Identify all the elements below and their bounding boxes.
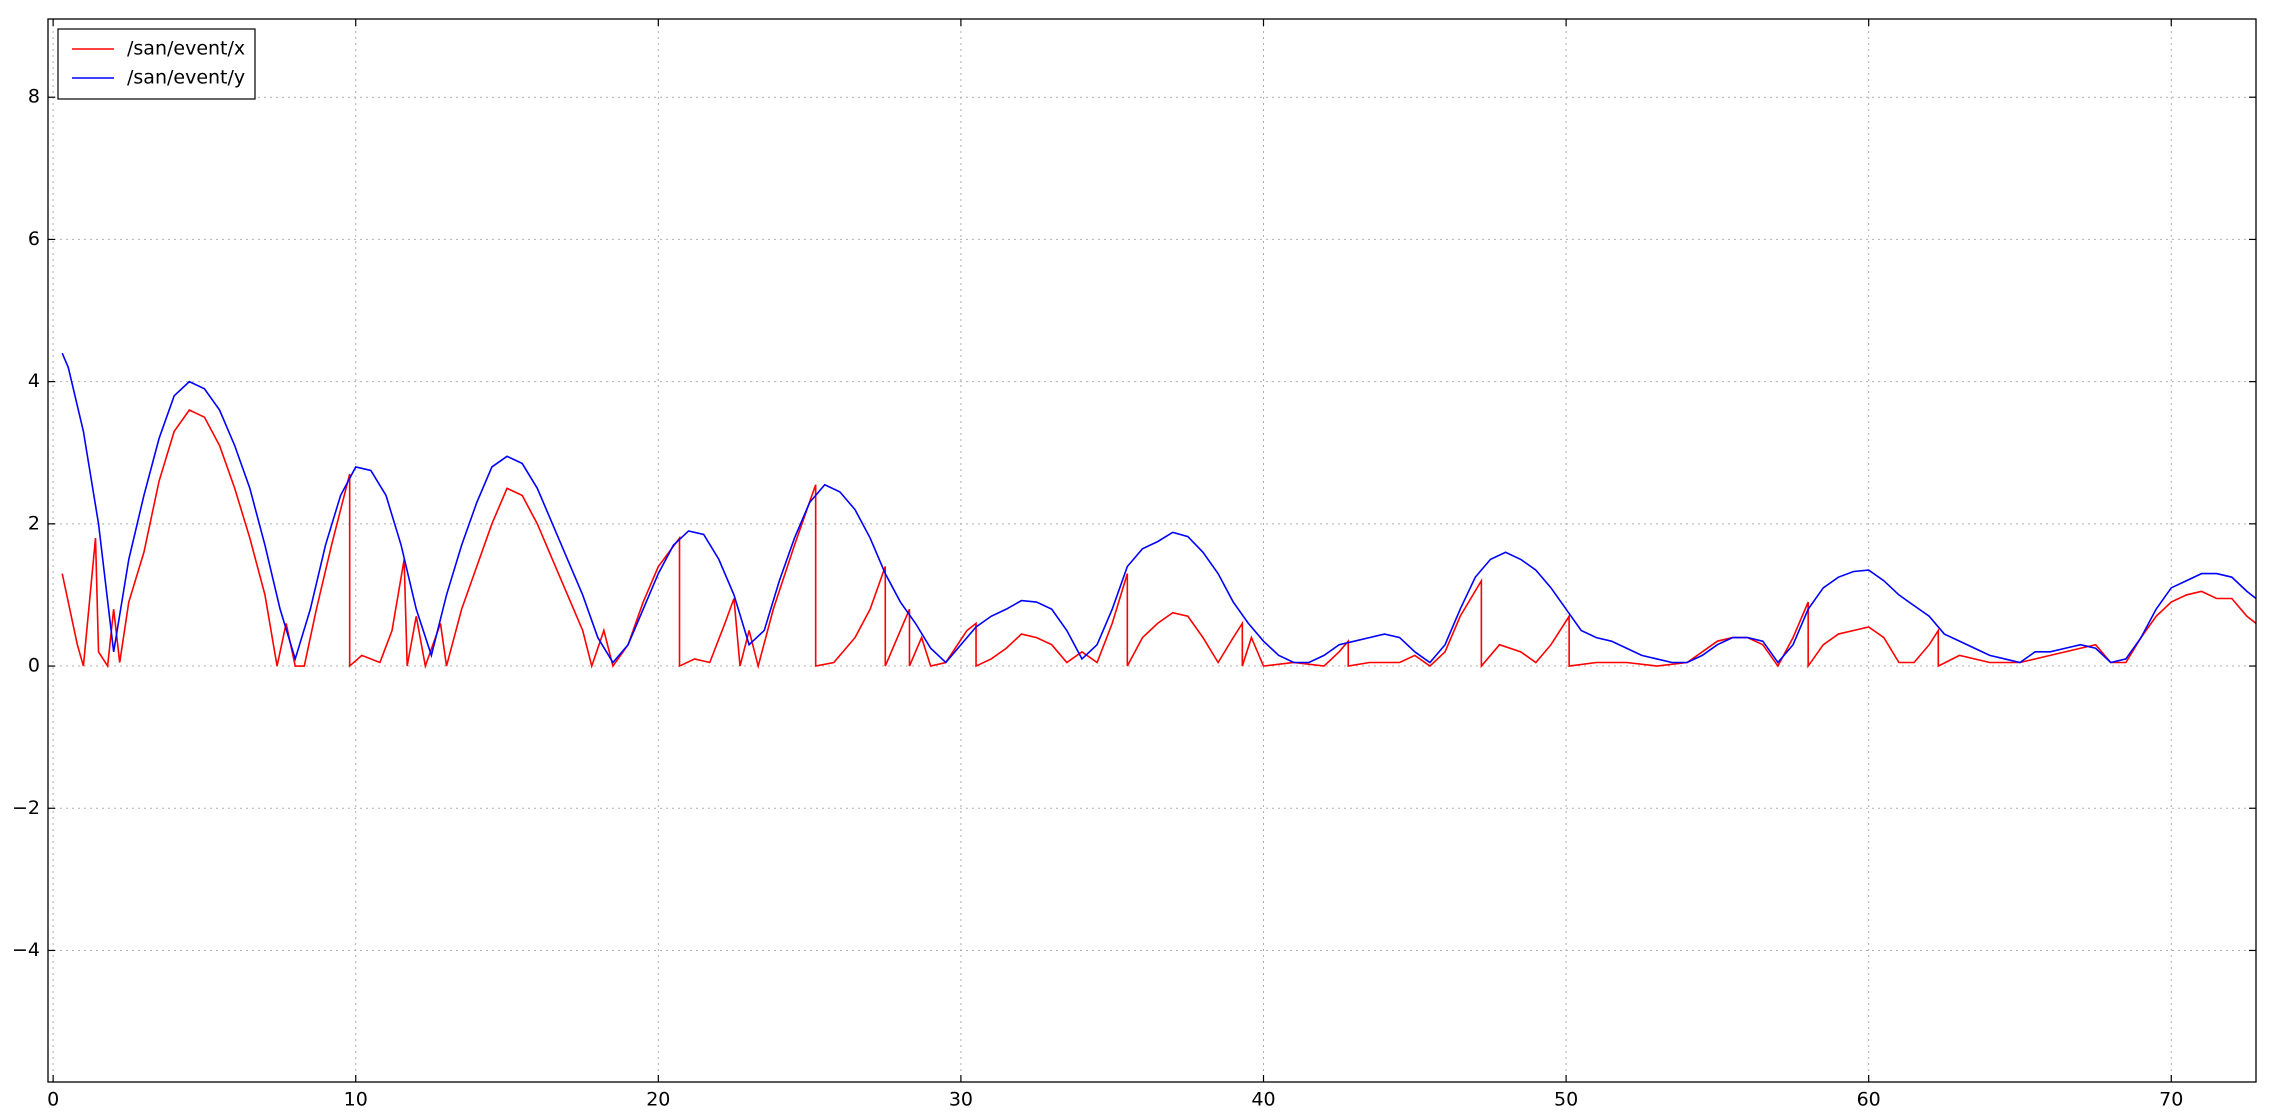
- legend-box: [57, 28, 256, 100]
- data-line: [61, 409, 2257, 670]
- y-tick-label: 0: [28, 655, 40, 677]
- x-tick-label: 40: [1251, 1089, 1275, 1111]
- legend: /san/event/x/san/event/y: [57, 28, 256, 100]
- y-tick-label: −4: [12, 939, 40, 961]
- x-tick-label: 10: [344, 1089, 368, 1111]
- x-tick-label: 30: [949, 1089, 973, 1111]
- x-tick-label: 0: [47, 1089, 59, 1111]
- x-tick-label: 70: [2159, 1089, 2183, 1111]
- y-tick-label: 8: [28, 86, 40, 108]
- y-tick-label: 2: [28, 512, 40, 534]
- legend-label: /san/event/x: [127, 38, 245, 60]
- data-line: [61, 352, 2257, 664]
- x-tick-label: 20: [646, 1089, 670, 1111]
- x-tick-label: 50: [1554, 1089, 1578, 1111]
- y-tick-label: 6: [28, 228, 40, 250]
- y-tick-label: −2: [12, 797, 40, 819]
- plot-frame: [47, 18, 2257, 1083]
- x-tick-label: 60: [1857, 1089, 1881, 1111]
- legend-label: /san/event/y: [127, 67, 245, 89]
- y-tick-label: 4: [28, 370, 40, 392]
